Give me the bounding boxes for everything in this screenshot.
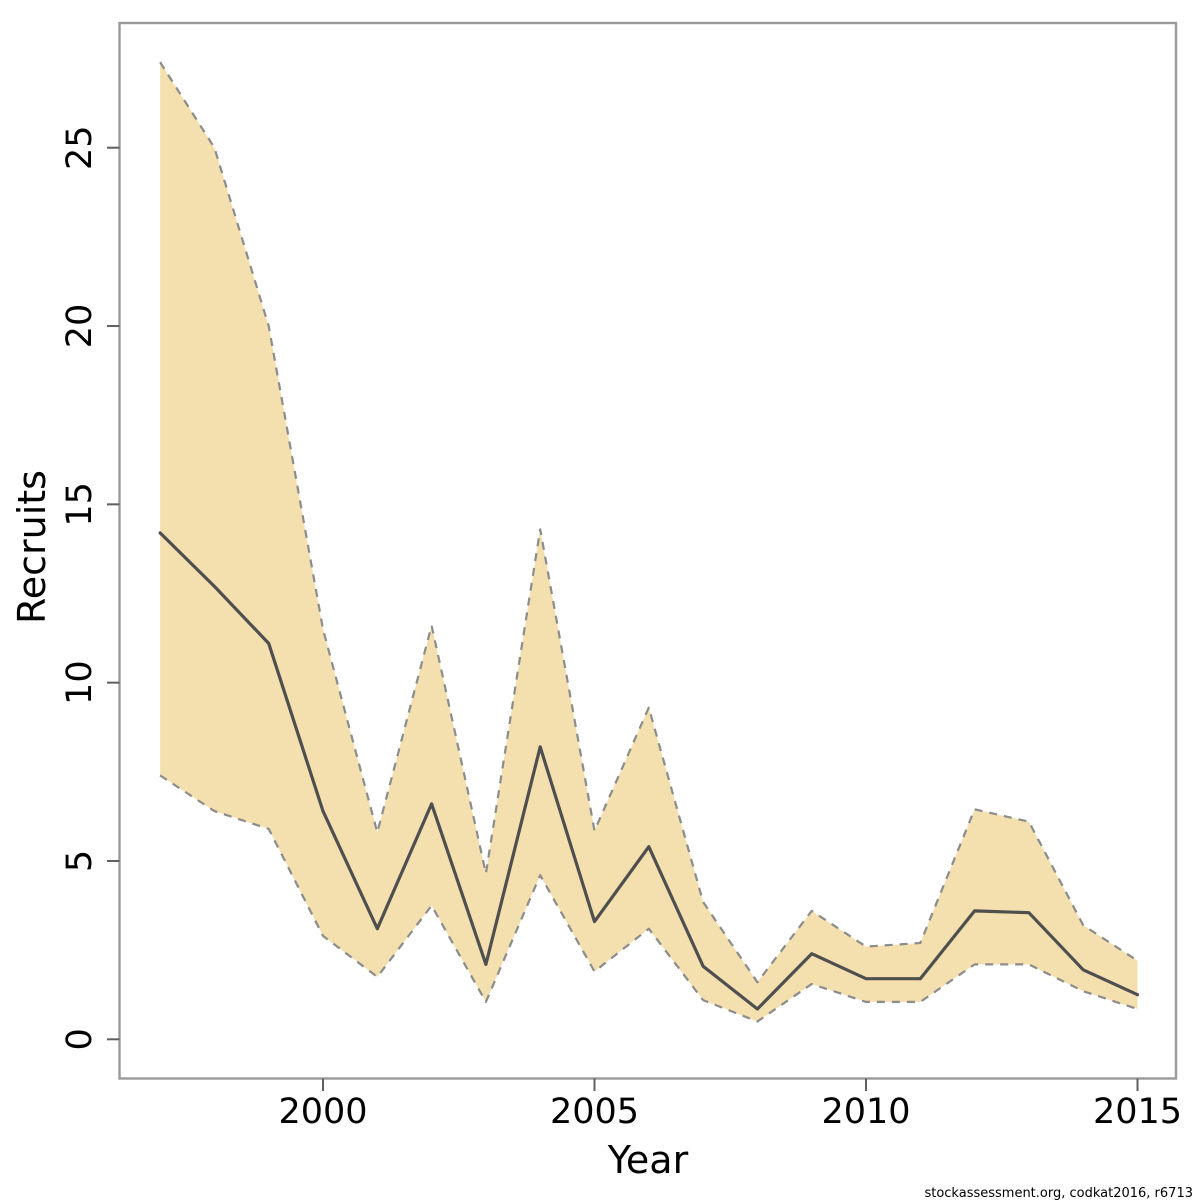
x-axis-label: Year bbox=[607, 1138, 689, 1182]
watermark-text: stockassessment.org, codkat2016, r6713 bbox=[924, 1186, 1193, 1200]
y-tick-label: 25 bbox=[60, 125, 100, 170]
confidence-band bbox=[160, 62, 1138, 1022]
x-axis-ticks: 2000 2005 2010 2015 bbox=[278, 1078, 1182, 1132]
y-tick-label: 10 bbox=[60, 660, 100, 705]
y-tick-label: 0 bbox=[60, 1028, 100, 1050]
upper-ci-line bbox=[159, 61, 1139, 984]
x-tick-label: 2010 bbox=[821, 1092, 910, 1132]
x-tick-label: 2015 bbox=[1093, 1092, 1182, 1132]
lower-ci-line bbox=[159, 774, 1138, 1023]
y-tick-label: 15 bbox=[60, 482, 100, 527]
y-axis-label: Recruits bbox=[10, 470, 54, 624]
plot-border bbox=[118, 21, 1178, 1080]
x-tick-label: 2000 bbox=[278, 1092, 367, 1132]
y-axis-ticks: 0 5 10 15 20 25 bbox=[60, 125, 120, 1050]
y-tick-label: 20 bbox=[60, 304, 100, 349]
x-tick-label: 2005 bbox=[550, 1092, 639, 1132]
y-tick-label: 5 bbox=[60, 850, 100, 872]
median-line bbox=[158, 531, 1140, 1011]
